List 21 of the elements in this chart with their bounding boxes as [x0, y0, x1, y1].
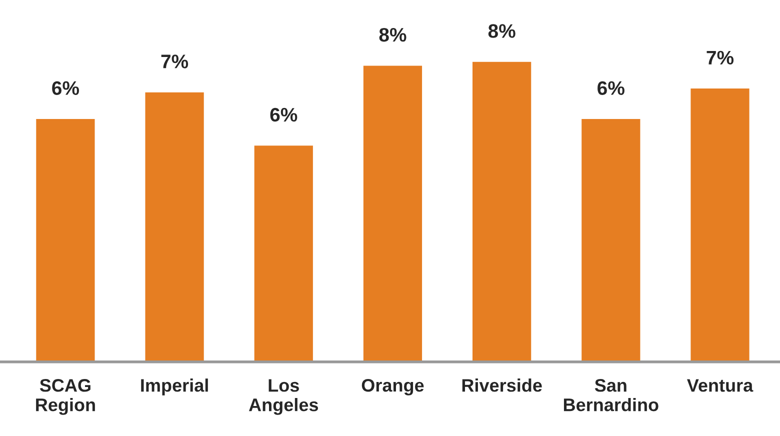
- data-label: 6%: [598, 81, 624, 95]
- x-tick-label: Orange: [362, 378, 424, 396]
- data-label: 8%: [488, 24, 516, 38]
- bar: [144, 90, 206, 362]
- x-tick-label: Ventura: [687, 379, 754, 392]
- bar: [580, 118, 642, 362]
- data-label: 7%: [706, 50, 734, 65]
- data-label: 8%: [379, 28, 406, 42]
- x-tick-label: Imperial: [141, 378, 208, 396]
- bar: [471, 60, 533, 362]
- data-label: 6%: [52, 81, 79, 95]
- x-tick-label: San Bernardino: [564, 379, 658, 412]
- x-tick-label: Los Angeles: [248, 379, 318, 415]
- bar: [689, 87, 751, 362]
- bar: [252, 144, 314, 362]
- data-label: 6%: [270, 108, 298, 122]
- x-tick-label: Riverside: [462, 378, 542, 392]
- bar: [362, 64, 424, 362]
- x-tick-label: SCAG Region: [36, 379, 95, 415]
- bar: [34, 118, 96, 362]
- data-label: 7%: [161, 54, 188, 68]
